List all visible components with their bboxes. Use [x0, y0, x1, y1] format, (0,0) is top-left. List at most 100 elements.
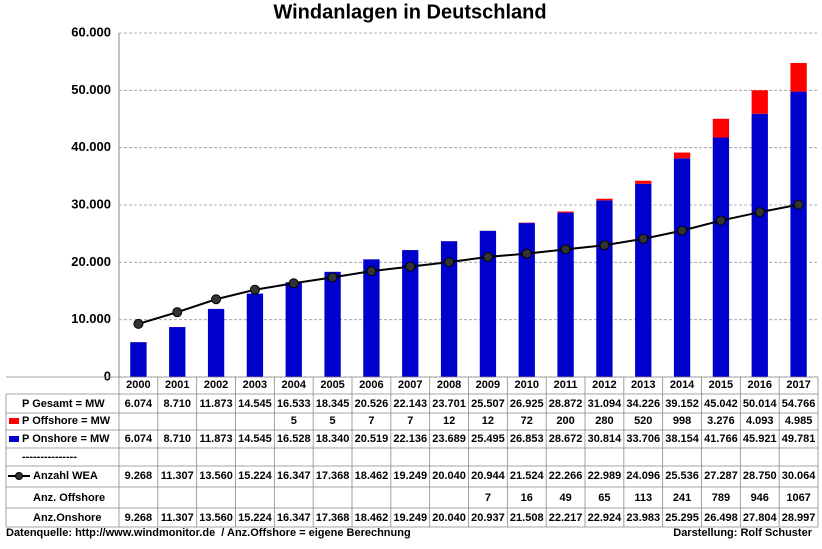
table-cell: 25.536: [665, 470, 699, 482]
table-cell: 72: [521, 415, 533, 427]
table-cell: 4.985: [785, 415, 813, 427]
table-cell: 18.340: [316, 433, 350, 445]
table-cell: 26.853: [510, 433, 544, 445]
x-tick-label: 2012: [592, 379, 616, 391]
table-cell: 9.268: [125, 512, 153, 524]
x-tick-label: 2014: [670, 379, 695, 391]
x-tick-label: 2010: [515, 379, 539, 391]
table-cell: 19.249: [393, 512, 427, 524]
table-cell: 12: [482, 415, 494, 427]
line-anzahl: [138, 203, 799, 325]
bar-onshore: [712, 137, 730, 377]
table-cell: 6.074: [125, 433, 153, 445]
table-cell: 280: [595, 415, 613, 427]
table-cell: 30.814: [588, 433, 623, 445]
table-cell: 16.347: [277, 470, 311, 482]
table-cell: 15.224: [238, 470, 273, 482]
bar-onshore: [751, 113, 768, 377]
row-label: ---------------: [22, 451, 77, 463]
bar-onshore: [169, 327, 186, 377]
table-cell: 789: [712, 492, 730, 504]
y-tick-label: 40.000: [71, 139, 111, 154]
table-cell: 22.217: [549, 512, 583, 524]
table-cell: 6.074: [125, 398, 153, 410]
table-cell: 520: [634, 415, 652, 427]
bar-offshore: [790, 63, 807, 92]
source-note: Datenquelle: http://www.windmonitor.de /…: [6, 527, 411, 539]
table-cell: 25.295: [665, 512, 699, 524]
table-cell: 13.560: [199, 470, 233, 482]
bar-onshore: [790, 91, 807, 378]
table-cell: 54.766: [782, 398, 816, 410]
table-cell: 27.287: [704, 470, 738, 482]
table-cell: 7: [407, 415, 413, 427]
table-cell: 38.154: [665, 433, 700, 445]
credit-note: Darstellung: Rolf Schuster: [673, 527, 812, 539]
table-cell: 34.226: [626, 398, 660, 410]
table-cell: 49.781: [782, 433, 816, 445]
table-cell: 27.804: [743, 512, 778, 524]
legend-key: [9, 418, 19, 424]
x-tick-label: 2000: [126, 379, 150, 391]
x-tick-label: 2002: [204, 379, 228, 391]
table-cell: 45.921: [743, 433, 777, 445]
table-cell: 1067: [786, 492, 810, 504]
bar-offshore: [751, 90, 768, 114]
table-cell: 200: [556, 415, 574, 427]
table-cell: 20.526: [355, 398, 389, 410]
bar-onshore: [324, 271, 341, 377]
table-cell: 22.989: [588, 470, 622, 482]
bar-onshore: [246, 293, 264, 377]
table-cell: 11.307: [161, 470, 194, 482]
y-tick-label: 0: [104, 368, 111, 383]
table-cell: 946: [751, 492, 769, 504]
table-cell: 22.924: [588, 512, 623, 524]
table-cell: 18.345: [316, 398, 350, 410]
table-cell: 30.064: [782, 470, 817, 482]
line-marker: [405, 261, 416, 272]
table-cell: 26.925: [510, 398, 544, 410]
table-cell: 5: [291, 415, 297, 427]
y-tick-label: 30.000: [71, 196, 111, 211]
table-cell: 25.495: [471, 433, 505, 445]
bar-offshore: [596, 198, 613, 201]
x-tick-label: 2007: [398, 379, 422, 391]
bar-onshore: [285, 282, 302, 377]
line-marker: [638, 233, 649, 244]
bar-onshore: [479, 230, 497, 377]
line-marker: [560, 244, 571, 255]
line-marker: [366, 266, 377, 277]
table-cell: 25.507: [471, 398, 505, 410]
row-label: P Offshore = MW: [22, 415, 111, 427]
x-tick-label: 2011: [554, 379, 578, 391]
y-tick-label: 60.000: [71, 24, 111, 39]
table-cell: 28.750: [743, 470, 777, 482]
table-cell: 20.040: [432, 470, 466, 482]
x-tick-label: 2001: [165, 379, 189, 391]
table-cell: 45.042: [704, 398, 738, 410]
table-cell: 11.873: [200, 398, 233, 410]
y-tick-label: 50.000: [71, 82, 111, 97]
legend-key: [15, 472, 23, 480]
table-cell: 21.524: [510, 470, 545, 482]
table-cell: 8.710: [163, 433, 191, 445]
bar-onshore: [402, 250, 419, 377]
table-cell: 20.040: [432, 512, 466, 524]
table-cell: 12: [443, 415, 455, 427]
bar-onshore: [363, 259, 380, 377]
row-label: P Gesamt = MW: [22, 398, 105, 410]
table-cell: 3.276: [707, 415, 735, 427]
line-marker: [715, 215, 726, 226]
table-cell: 14.545: [238, 398, 272, 410]
table-cell: 50.014: [743, 398, 778, 410]
table-cell: 113: [634, 492, 652, 504]
table-cell: 28.872: [549, 398, 583, 410]
row-label: Anz. Offshore: [33, 492, 105, 504]
y-tick-label: 10.000: [71, 311, 111, 326]
bar-onshore: [518, 223, 535, 377]
table-cell: 21.508: [510, 512, 544, 524]
table-cell: 18.462: [355, 470, 389, 482]
table-cell: 16.533: [277, 398, 311, 410]
table-cell: 22.143: [393, 398, 427, 410]
table-cell: 22.266: [549, 470, 583, 482]
